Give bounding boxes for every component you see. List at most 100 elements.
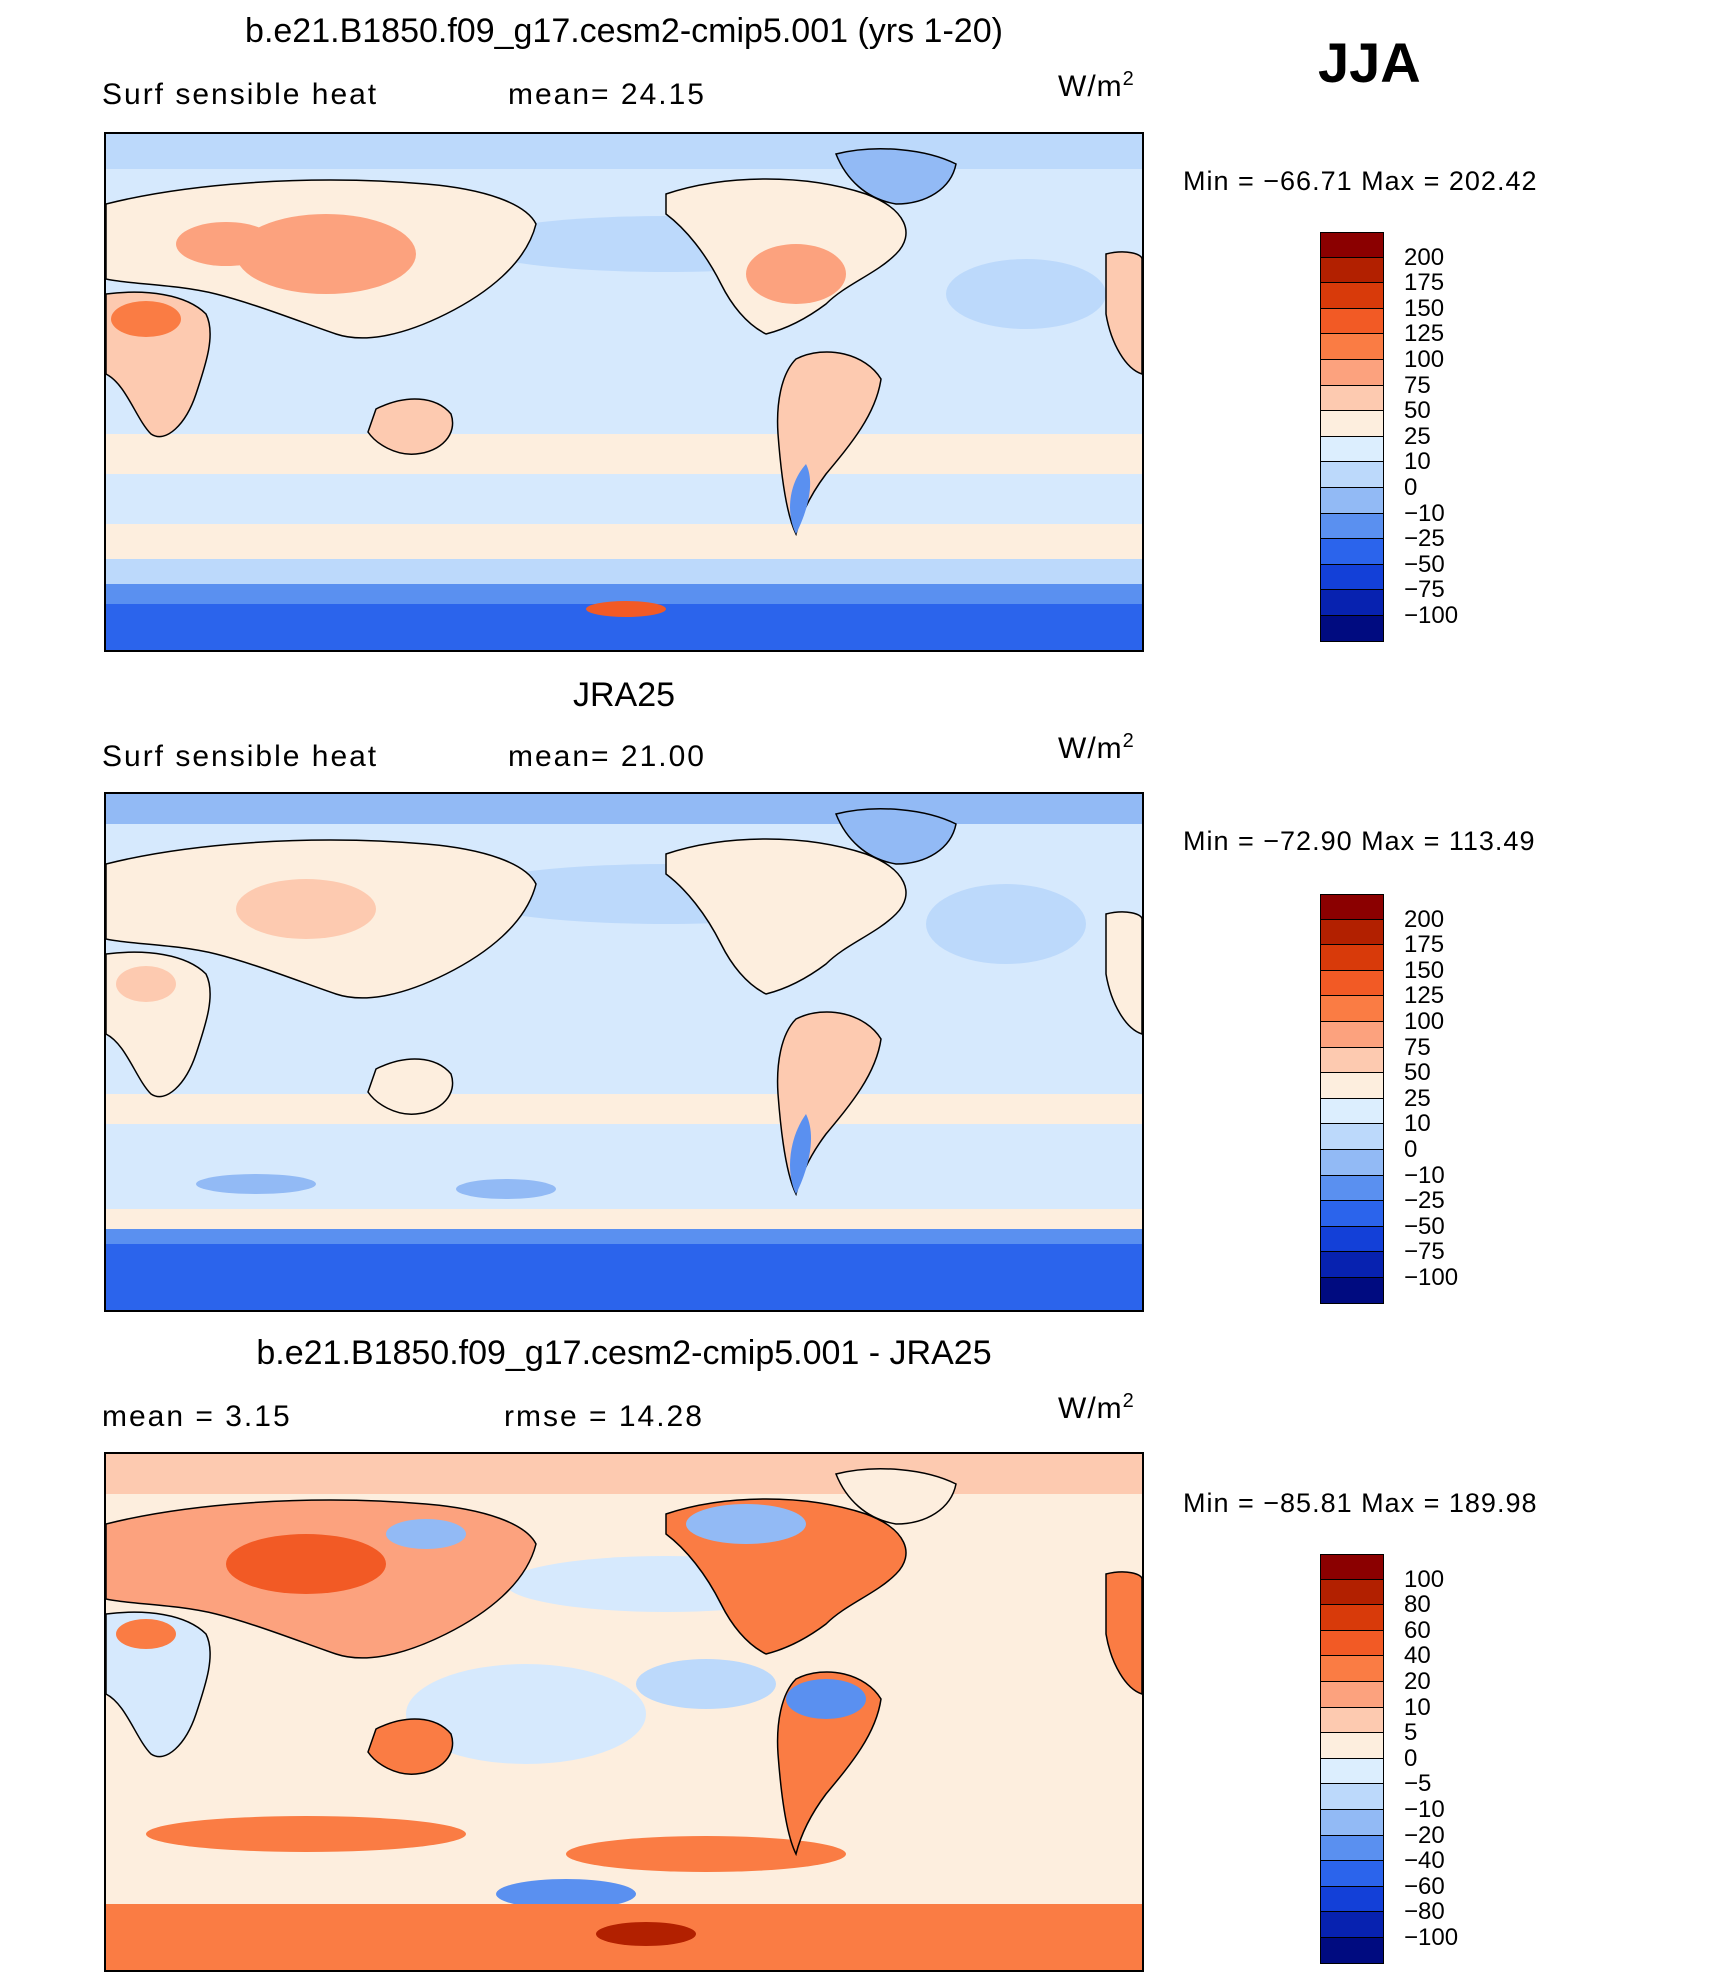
panel-3-colorbar-swatch [1320, 1886, 1384, 1913]
panel-1-colorbar-swatch [1320, 385, 1384, 412]
panel-3-colorbar-swatch [1320, 1835, 1384, 1862]
panel-3-colorbar-label: −100 [1404, 1924, 1459, 1951]
panel-2-colorbar-swatch [1320, 1021, 1384, 1048]
panel-3-colorbar-label: 20 [1404, 1668, 1431, 1695]
panel-1-colorbar-label: 100 [1404, 346, 1445, 373]
panel-3-colorbar-label: −40 [1404, 1847, 1445, 1875]
panel-3-colorbar-label: −20 [1404, 1821, 1445, 1849]
panel-2-mean-label: mean= 21.00 [508, 740, 706, 773]
panel-2-colorbar-swatch [1320, 996, 1384, 1022]
panel-3-colorbar-swatch [1320, 1707, 1384, 1734]
panel-2-colorbar-swatch [1320, 1175, 1384, 1202]
panel-2-colorbar-swatch [1320, 919, 1384, 946]
panel-1-colorbar-label: 200 [1404, 243, 1445, 271]
panel-1-colorbar-label: −75 [1404, 576, 1445, 604]
panel-1-map-plot [106, 134, 1142, 650]
panel-3-colorbar-swatch [1320, 1937, 1384, 1964]
panel-1-colorbar-swatch [1320, 462, 1384, 488]
panel-2-colorbar-label: 125 [1404, 982, 1445, 1010]
panel-1-colorbar-swatch [1320, 334, 1384, 360]
panel-2-colorbar-swatch [1320, 1277, 1384, 1304]
panel-2-colorbar-swatch [1320, 1124, 1384, 1150]
panel-1-variable-label: Surf sensible heat [102, 78, 379, 111]
panel-3-map-plot [106, 1454, 1142, 1970]
panel-3-mean-label: mean = 3.15 [102, 1400, 292, 1433]
panel-3-title: b.e21.B1850.f09_g17.cesm2-cmip5.001 - JR… [256, 1334, 992, 1372]
panel-3-colorbar-label: 5 [1404, 1719, 1418, 1747]
panel-2-colorbar-label: 25 [1404, 1084, 1431, 1112]
panel-3-colorbar-label: −5 [1404, 1770, 1432, 1798]
panel-3-colorbar-label: −60 [1404, 1872, 1445, 1900]
panel-2-map-plot [106, 794, 1142, 1310]
panel-3-colorbar-swatch [1320, 1758, 1384, 1785]
panel-1-colorbar-swatch [1320, 487, 1384, 514]
panel-2-colorbar-label: 0 [1404, 1136, 1418, 1163]
panel-1-map [104, 132, 1144, 652]
panel-2-colorbar-swatch [1320, 1047, 1384, 1074]
panel-1-colorbar-label: 25 [1404, 422, 1431, 450]
panel-3-colorbar-label: 100 [1404, 1565, 1445, 1593]
panel-2-colorbar-swatch [1320, 1226, 1384, 1253]
panel-2-colorbar-label: −50 [1404, 1212, 1445, 1240]
panel-2-colorbar-label: 75 [1404, 1033, 1431, 1061]
panel-1-colorbar-label: −10 [1404, 499, 1445, 527]
panel-3-min-max: Min = −85.81 Max = 189.98 [1183, 1488, 1538, 1518]
panel-2-colorbar-swatch [1320, 1073, 1384, 1099]
panel-3-colorbar-swatch [1320, 1809, 1384, 1836]
panel-3-colorbar-swatch [1320, 1554, 1384, 1580]
panel-2-map [104, 792, 1144, 1312]
panel-3-colorbar-swatch [1320, 1912, 1384, 1938]
panel-1-colorbar-swatch [1320, 513, 1384, 540]
panel-1-colorbar-swatch [1320, 257, 1384, 284]
panel-3-rmse-label: rmse = 14.28 [504, 1400, 704, 1433]
panel-2-colorbar-label: 10 [1404, 1110, 1431, 1138]
panel-3-colorbar-label: 10 [1404, 1693, 1431, 1721]
panel-1-colorbar-swatch [1320, 232, 1384, 258]
panel-3-colorbar-swatch [1320, 1605, 1384, 1631]
panel-1-colorbar-label: 75 [1404, 371, 1431, 399]
panel-3-colorbar-swatch [1320, 1784, 1384, 1810]
panel-3-colorbar-swatch [1320, 1656, 1384, 1682]
panel-2-colorbar-label: 150 [1404, 956, 1445, 984]
panel-1-colorbar-swatch [1320, 359, 1384, 386]
panel-1-colorbar-label: 125 [1404, 320, 1445, 348]
panel-1-title: b.e21.B1850.f09_g17.cesm2-cmip5.001 (yrs… [245, 12, 1003, 50]
panel-2-colorbar-swatch [1320, 970, 1384, 997]
panel-3-colorbar-swatch [1320, 1630, 1384, 1657]
panel-1-colorbar-swatch [1320, 308, 1384, 335]
panel-1-colorbar-label: 0 [1404, 474, 1418, 501]
panel-2-title: JRA25 [572, 676, 676, 714]
panel-3-colorbar-label: 80 [1404, 1591, 1431, 1619]
panel-2-colorbar-swatch [1320, 894, 1384, 920]
panel-1-colorbar-swatch [1320, 436, 1384, 463]
panel-2-colorbar-label: −100 [1404, 1264, 1459, 1291]
panel-1-colorbar-swatch [1320, 539, 1384, 565]
panel-2-colorbar-label: 175 [1404, 931, 1445, 959]
panel-3-units: W/m2 [1058, 1390, 1135, 1425]
panel-3-colorbar-label: −80 [1404, 1898, 1445, 1926]
panel-1-mean-label: mean= 24.15 [508, 78, 706, 111]
panel-3-colorbar-swatch [1320, 1733, 1384, 1759]
panel-1-colorbar-swatch [1320, 590, 1384, 616]
panel-1-min-max: Min = −66.71 Max = 202.42 [1183, 166, 1538, 196]
panel-2-colorbar-swatch [1320, 1201, 1384, 1227]
panel-3-colorbar-label: 40 [1404, 1642, 1431, 1670]
panel-3-colorbar-swatch [1320, 1579, 1384, 1606]
panel-2-min-max: Min = −72.90 Max = 113.49 [1183, 826, 1536, 856]
panel-3-colorbar-swatch [1320, 1681, 1384, 1708]
panel-2-colorbar-label: −75 [1404, 1238, 1445, 1266]
panel-1-colorbar-swatch [1320, 283, 1384, 309]
panel-1-colorbar-swatch [1320, 615, 1384, 642]
panel-3-colorbar [1320, 1554, 1384, 1964]
panel-1-colorbar-label: 175 [1404, 269, 1445, 297]
panel-2-colorbar-label: 200 [1404, 905, 1445, 933]
panel-3-colorbar-label: −10 [1404, 1796, 1445, 1823]
panel-1-units: W/m2 [1058, 68, 1135, 103]
panel-1-colorbar-swatch [1320, 411, 1384, 437]
panel-2-colorbar-swatch [1320, 1149, 1384, 1176]
panel-3-colorbar-label: 60 [1404, 1616, 1431, 1644]
panel-1-colorbar-label: 150 [1404, 294, 1445, 322]
panel-1-colorbar-label: −50 [1404, 550, 1445, 578]
panel-1-colorbar-label: 50 [1404, 397, 1431, 425]
panel-2-colorbar-swatch [1320, 945, 1384, 971]
